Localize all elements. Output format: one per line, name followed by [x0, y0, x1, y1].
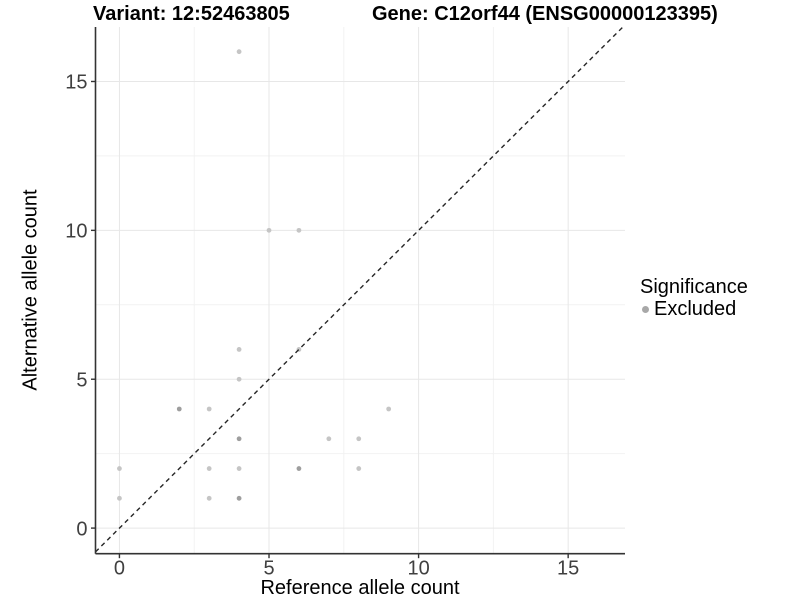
data-points: [117, 49, 392, 501]
legend-items: Excluded: [640, 298, 748, 320]
axis-lines: [94, 27, 625, 555]
y-tick-label: 5: [76, 369, 87, 391]
data-point: [206, 466, 212, 471]
data-point: [236, 495, 242, 501]
data-point: [117, 466, 122, 471]
data-point: [236, 49, 242, 55]
data-point: [356, 466, 362, 471]
data-point: [236, 466, 242, 471]
data-point: [117, 495, 122, 501]
data-point: [236, 347, 242, 352]
legend-item: Excluded: [642, 298, 748, 320]
data-point: [176, 406, 182, 412]
legend: Significance Excluded: [640, 276, 748, 320]
y-axis-title: Alternative allele count: [19, 189, 42, 391]
data-point: [356, 436, 362, 442]
data-point: [236, 436, 242, 442]
grid-minor: [95, 27, 625, 554]
x-tick-label: 5: [263, 558, 274, 580]
data-point: [206, 406, 212, 412]
data-point: [326, 436, 332, 442]
variant-title: Variant: 12:52463805: [93, 3, 290, 25]
data-point: [386, 406, 392, 412]
data-point: [266, 227, 272, 233]
data-point: [296, 227, 302, 233]
y-tick-label: 10: [65, 221, 87, 243]
x-tick-label: 10: [407, 558, 429, 580]
y-tick-label: 15: [65, 72, 87, 94]
x-axis-title: Reference allele count: [260, 577, 460, 599]
legend-title: Significance: [640, 276, 748, 298]
data-point: [206, 495, 212, 501]
identity-line: [95, 26, 624, 553]
y-tick-label: 0: [76, 518, 87, 540]
x-tick-label: 15: [557, 558, 579, 580]
x-tick-label: 0: [114, 558, 125, 580]
data-point: [236, 376, 242, 382]
tick-marks: [91, 80, 569, 559]
gene-title: Gene: C12orf44 (ENSG00000123395): [372, 3, 718, 25]
data-point: [296, 466, 302, 471]
grid-major: [95, 27, 625, 554]
legend-item-label: Excluded: [654, 298, 737, 320]
legend-key-dot-icon: [642, 305, 649, 313]
tick-labels: 0 5 10 15 0 5 10 15: [65, 72, 579, 580]
identity-line-group: [95, 26, 624, 553]
